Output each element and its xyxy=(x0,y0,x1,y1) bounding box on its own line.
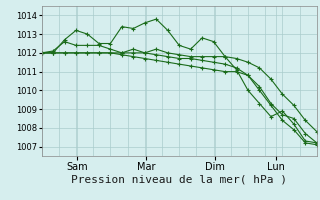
X-axis label: Pression niveau de la mer( hPa ): Pression niveau de la mer( hPa ) xyxy=(71,174,287,184)
